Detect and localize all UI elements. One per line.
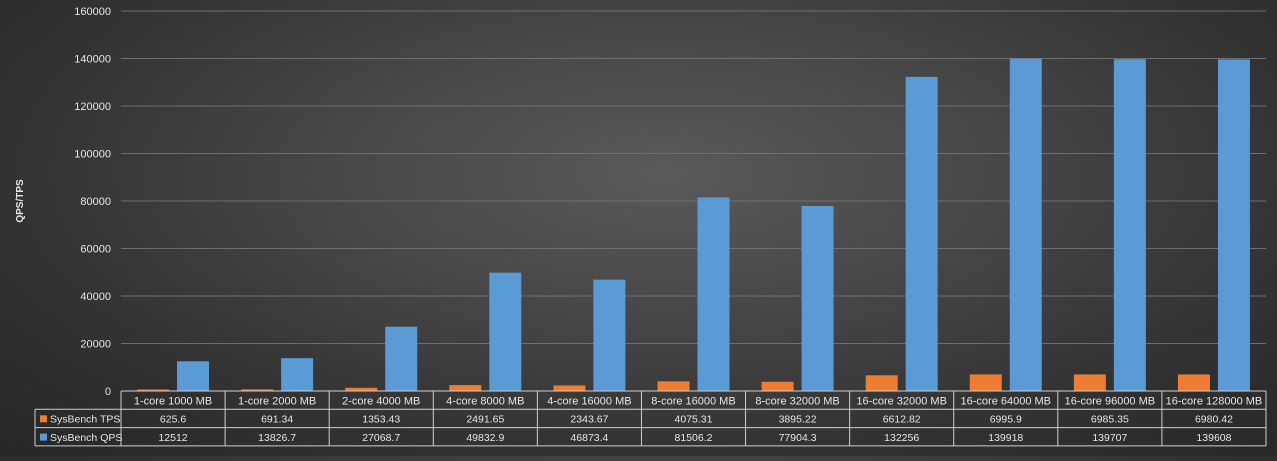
tps-bar bbox=[449, 385, 482, 391]
x-tick-label: 8-core 32000 MB bbox=[755, 396, 839, 408]
data-label: 4075.31 bbox=[675, 414, 713, 426]
data-label: 132256 bbox=[884, 432, 919, 444]
x-tick-label: 16-core 64000 MB bbox=[961, 396, 1052, 408]
y-tick-label: 60000 bbox=[80, 244, 111, 256]
data-label: 49832.9 bbox=[466, 432, 504, 444]
data-label: 27068.7 bbox=[362, 432, 400, 444]
data-label: 2491.65 bbox=[466, 414, 504, 426]
x-tick-label: 16-core 128000 MB bbox=[1166, 396, 1263, 408]
gridlines bbox=[121, 10, 1266, 392]
data-label: 6612.82 bbox=[883, 414, 921, 426]
tps-bar bbox=[761, 381, 794, 391]
data-label: 2343.67 bbox=[570, 414, 608, 426]
y-tick-label: 80000 bbox=[80, 196, 111, 208]
legend-label: SysBench QPS bbox=[50, 432, 122, 444]
x-tick-label: 16-core 96000 MB bbox=[1065, 396, 1156, 408]
x-tick-label: 8-core 16000 MB bbox=[651, 396, 735, 408]
x-tick-label: 1-core 2000 MB bbox=[238, 396, 316, 408]
x-tick-label: 1-core 1000 MB bbox=[134, 396, 212, 408]
data-table: 1-core 1000 MB 1-core 2000 MB 2-core 4000 … bbox=[34, 390, 1267, 447]
tps-bar bbox=[865, 375, 898, 391]
tps-bar bbox=[241, 389, 274, 391]
data-label: 139918 bbox=[988, 432, 1023, 444]
data-label: 46873.4 bbox=[570, 432, 608, 444]
data-label: 1353.43 bbox=[362, 414, 400, 426]
qps-bar bbox=[489, 272, 522, 391]
bars bbox=[137, 58, 1250, 392]
y-tick-label: 120000 bbox=[74, 101, 111, 113]
qps-bar bbox=[1217, 59, 1250, 391]
data-label: 3895.22 bbox=[779, 414, 817, 426]
tps-bar bbox=[553, 385, 586, 391]
data-label: 6980.42 bbox=[1195, 414, 1233, 426]
y-tick-label: 20000 bbox=[80, 339, 111, 351]
x-tick-label: 16-core 32000 MB bbox=[856, 396, 947, 408]
data-label: 81506.2 bbox=[675, 432, 713, 444]
data-label: 6995.9 bbox=[990, 414, 1022, 426]
y-axis-ticks: 0 20000 40000 60000 80000 100000 120000 140000 1… bbox=[74, 6, 111, 398]
data-label: 6985.35 bbox=[1091, 414, 1129, 426]
y-tick-label: 140000 bbox=[74, 54, 111, 66]
tps-bar bbox=[345, 387, 378, 391]
data-label: 139608 bbox=[1196, 432, 1231, 444]
qps-bar bbox=[177, 361, 210, 391]
x-tick-label: 2-core 4000 MB bbox=[342, 396, 420, 408]
tps-bar bbox=[657, 381, 690, 391]
x-tick-label: 4-core 16000 MB bbox=[547, 396, 631, 408]
data-label: 12512 bbox=[158, 432, 187, 444]
y-tick-label: 0 bbox=[105, 386, 111, 398]
qps-bar bbox=[905, 76, 938, 391]
qps-bar bbox=[801, 205, 834, 391]
qps-bar bbox=[593, 279, 626, 391]
y-axis-label: QPS/TPS bbox=[15, 179, 26, 223]
tps-bar bbox=[1177, 374, 1210, 391]
y-tick-label: 160000 bbox=[74, 6, 111, 18]
data-label: 77904.3 bbox=[779, 432, 817, 444]
tps-legend-swatch bbox=[40, 415, 47, 423]
data-label: 625.6 bbox=[160, 414, 186, 426]
data-label: 139707 bbox=[1092, 432, 1127, 444]
y-tick-label: 40000 bbox=[80, 291, 111, 303]
qps-bar bbox=[697, 197, 730, 391]
legend-label: SysBench TPS bbox=[50, 414, 120, 426]
qps-bar bbox=[281, 358, 314, 391]
tps-bar bbox=[969, 374, 1002, 391]
data-label: 691.34 bbox=[261, 414, 293, 426]
tps-bar bbox=[1073, 374, 1106, 391]
x-tick-label: 4-core 8000 MB bbox=[446, 396, 524, 408]
data-label: 13826.7 bbox=[258, 432, 296, 444]
tps-bar bbox=[137, 389, 170, 391]
qps-legend-swatch bbox=[40, 433, 47, 441]
y-tick-label: 100000 bbox=[74, 149, 111, 161]
qps-bar bbox=[385, 326, 418, 391]
qps-bar bbox=[1009, 58, 1042, 391]
qps-bar bbox=[1113, 59, 1146, 392]
